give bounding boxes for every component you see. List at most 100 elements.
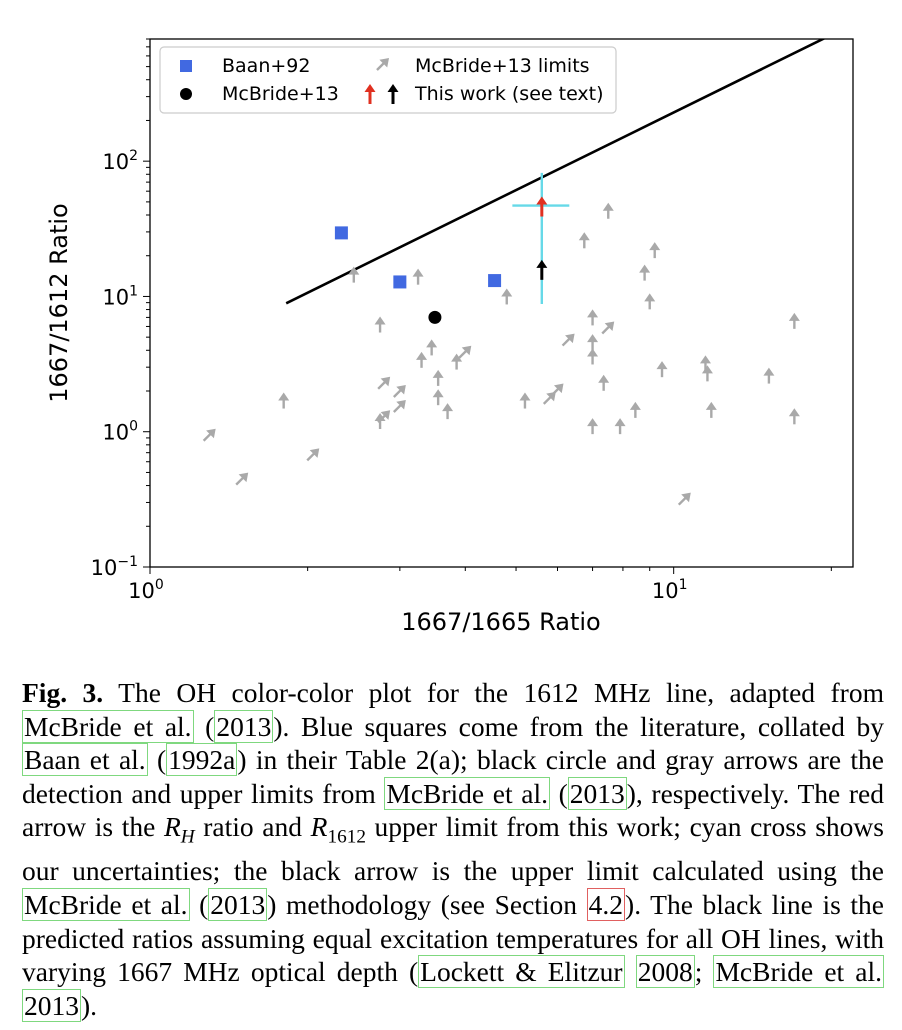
upper-limit-arrow [550, 383, 564, 397]
arrow-head [587, 348, 599, 357]
citation-link[interactable]: Lockett & Elitzur [418, 955, 625, 989]
citation-link[interactable]: 2013 [22, 988, 81, 1022]
arrow-head [644, 293, 656, 302]
caption-text: ). The black line is the predicted ratio… [22, 889, 884, 988]
x-axis-label: 1667/1665 Ratio [401, 608, 601, 636]
arrow-shaft [377, 414, 387, 424]
upper-limit-arrow [432, 389, 444, 406]
citation-link[interactable]: 2008 [635, 955, 695, 989]
y-tick-label: 100 [102, 419, 138, 445]
arrow-head [451, 353, 463, 362]
arrow-shaft [235, 476, 245, 486]
citation-link[interactable]: McBride et al. [22, 709, 194, 743]
upper-limit-arrow [598, 374, 610, 391]
arrow-head [656, 361, 668, 370]
upper-limit-arrow [377, 410, 391, 424]
arrow-head [763, 367, 775, 376]
arrow-head [380, 410, 391, 420]
citation-link[interactable]: McBride et al. [22, 888, 190, 922]
upper-limit-arrow [458, 345, 472, 359]
arrow-head [519, 392, 531, 401]
upper-limit-arrow [442, 403, 454, 420]
upper-limit-arrow [501, 288, 513, 305]
caption-text: upper limit from this work; cyan cross s… [22, 811, 884, 887]
legend-label: Baan+92 [222, 55, 310, 77]
caption-text: ( [193, 710, 215, 742]
y-tick-exponent: 2 [129, 148, 138, 164]
arrow-shaft [542, 395, 552, 405]
citation-link[interactable]: 2013 [208, 888, 268, 922]
math-symbol: R [310, 811, 328, 843]
arrow-head [396, 385, 406, 395]
arrow-head [396, 399, 406, 410]
arrow-shaft [550, 387, 560, 397]
upper-limit-arrow [432, 369, 444, 386]
arrow-shaft [202, 432, 212, 442]
legend: Baan+92 McBride+13 McBride+13 limits This w… [159, 46, 617, 114]
citation-link[interactable]: 2013 [567, 776, 627, 810]
arrow-head [604, 321, 615, 331]
arrow-head [380, 376, 391, 387]
arrow-head [565, 333, 575, 344]
model-prediction-line [285, 39, 826, 305]
upper-limit-arrow [649, 242, 661, 259]
upper-limit-arrow [677, 492, 691, 506]
y-tick-label: 101 [102, 283, 138, 309]
upper-limit-arrow [348, 266, 360, 283]
upper-limit-arrow [426, 339, 438, 356]
arrow-head [387, 84, 399, 92]
arrow-head [788, 408, 800, 417]
citation-link[interactable]: Baan et al. [22, 743, 148, 777]
legend-marker-circle [180, 88, 192, 100]
x-tick-exponent: 1 [679, 577, 688, 593]
legend-label: This work (see text) [414, 83, 604, 105]
arrow-head [426, 339, 438, 348]
y-tick-label: 102 [102, 148, 138, 174]
arrow-shaft [561, 337, 571, 347]
arrow-shaft [376, 62, 385, 71]
legend-marker-red-arrow [364, 84, 376, 104]
upper-limit-arrow [701, 365, 713, 382]
upper-limit-arrow [602, 202, 614, 219]
citation-link[interactable]: 1992a [166, 743, 238, 777]
arrow-shaft [458, 349, 468, 359]
x-tick-label: 101 [652, 577, 688, 603]
arrow-head [374, 316, 386, 325]
upper-limit-arrow [788, 408, 800, 425]
citation-link[interactable]: McBride et al. [384, 776, 550, 810]
arrow-head [536, 259, 548, 268]
upper-limit-arrow [763, 367, 775, 384]
caption-text: ) methodology (see Section [267, 889, 587, 921]
upper-limit-arrow [202, 428, 216, 442]
arrow-head [416, 351, 428, 360]
arrow-shaft [377, 380, 387, 390]
mcbride13-point [428, 310, 442, 324]
arrow-head [278, 392, 290, 401]
arrow-head [587, 418, 599, 427]
arrow-head [432, 389, 444, 398]
math-subscript: H [181, 827, 195, 848]
arrow-head [629, 401, 641, 410]
section-link[interactable]: 4.2 [586, 888, 626, 922]
arrow-head [461, 345, 472, 356]
citation-link[interactable]: McBride et al. [713, 955, 884, 989]
arrow-head [364, 84, 376, 92]
upper-limit-arrow [705, 401, 717, 418]
caption-text: ). Blue squares come from the literature… [273, 710, 884, 742]
arrow-head [348, 266, 360, 275]
arrow-head [553, 383, 564, 394]
upper-limit-arrow [412, 268, 424, 285]
caption-text: ), respectively. The red arrow is the [22, 777, 884, 843]
upper-limit-arrow [561, 333, 575, 347]
arrow-head [412, 268, 424, 277]
math-subscript-text: H [180, 826, 195, 848]
citation-link[interactable]: 2013 [214, 709, 274, 743]
y-tick-exponent: 0 [129, 419, 138, 435]
arrow-head [602, 202, 614, 211]
upper-limit-arrow [788, 312, 800, 329]
upper-limit-arrow [306, 448, 320, 462]
arrow-head [699, 355, 711, 364]
baan92-point [488, 274, 502, 288]
arrow-head [309, 448, 320, 458]
arrow-head [238, 472, 249, 483]
